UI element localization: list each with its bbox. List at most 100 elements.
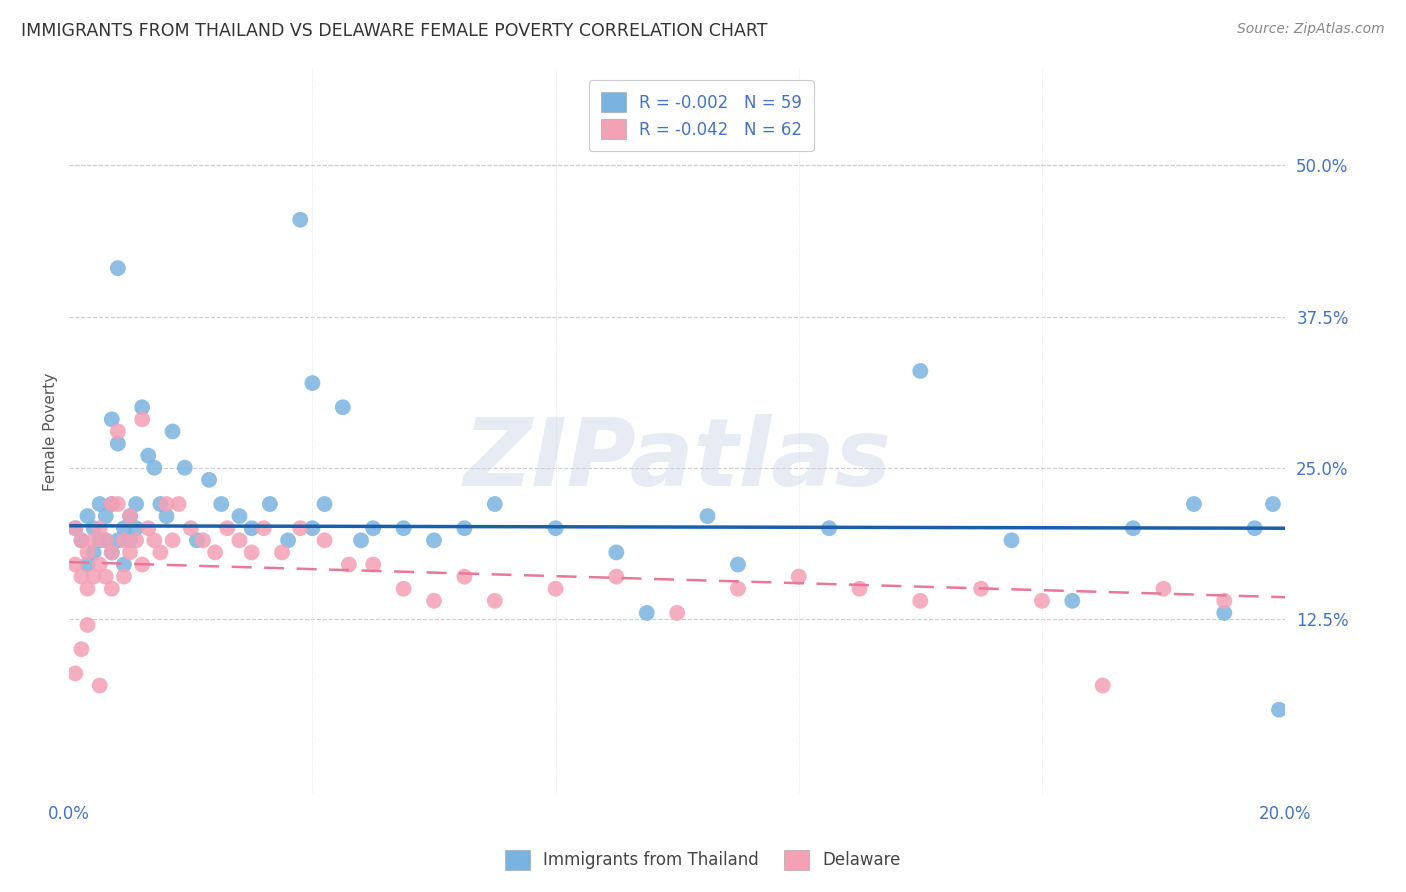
Point bbox=[70, 642, 93, 657]
Point bbox=[94, 569, 117, 583]
Point bbox=[101, 545, 124, 559]
Text: Source: ZipAtlas.com: Source: ZipAtlas.com bbox=[1237, 22, 1385, 37]
Point bbox=[423, 594, 446, 608]
Point bbox=[301, 376, 323, 390]
Point bbox=[1182, 497, 1205, 511]
Point bbox=[155, 509, 177, 524]
Point bbox=[118, 509, 141, 524]
Point bbox=[191, 533, 214, 548]
Point bbox=[125, 533, 148, 548]
Point bbox=[217, 521, 239, 535]
Point bbox=[544, 521, 567, 535]
Point bbox=[149, 545, 172, 559]
Point bbox=[112, 533, 135, 548]
Point bbox=[83, 533, 105, 548]
Point bbox=[70, 533, 93, 548]
Point bbox=[666, 606, 689, 620]
Point bbox=[259, 497, 281, 511]
Point bbox=[1243, 521, 1265, 535]
Point bbox=[118, 533, 141, 548]
Point bbox=[1062, 594, 1084, 608]
Point bbox=[332, 401, 354, 415]
Point bbox=[125, 497, 148, 511]
Point bbox=[337, 558, 360, 572]
Point bbox=[484, 594, 506, 608]
Point bbox=[107, 436, 129, 450]
Point bbox=[636, 606, 658, 620]
Point bbox=[136, 449, 159, 463]
Point bbox=[1091, 678, 1114, 692]
Point bbox=[605, 545, 627, 559]
Point bbox=[136, 521, 159, 535]
Point bbox=[143, 460, 166, 475]
Point bbox=[204, 545, 226, 559]
Point bbox=[1261, 497, 1284, 511]
Point bbox=[240, 521, 263, 535]
Point bbox=[1213, 606, 1236, 620]
Point bbox=[112, 521, 135, 535]
Point bbox=[83, 545, 105, 559]
Point bbox=[76, 618, 98, 632]
Point bbox=[94, 509, 117, 524]
Point bbox=[350, 533, 373, 548]
Point bbox=[94, 533, 117, 548]
Point bbox=[101, 497, 124, 511]
Point bbox=[101, 582, 124, 596]
Point bbox=[453, 569, 475, 583]
Point bbox=[180, 521, 202, 535]
Point bbox=[89, 497, 111, 511]
Point bbox=[240, 545, 263, 559]
Point bbox=[107, 497, 129, 511]
Point bbox=[290, 212, 312, 227]
Point bbox=[107, 425, 129, 439]
Point bbox=[125, 521, 148, 535]
Point bbox=[727, 558, 749, 572]
Point bbox=[167, 497, 190, 511]
Point bbox=[118, 509, 141, 524]
Point bbox=[544, 582, 567, 596]
Point bbox=[107, 261, 129, 276]
Point bbox=[290, 521, 312, 535]
Point bbox=[131, 401, 153, 415]
Point bbox=[198, 473, 221, 487]
Point bbox=[271, 545, 294, 559]
Point bbox=[605, 569, 627, 583]
Point bbox=[65, 521, 87, 535]
Point bbox=[101, 497, 124, 511]
Point bbox=[314, 497, 336, 511]
Text: IMMIGRANTS FROM THAILAND VS DELAWARE FEMALE POVERTY CORRELATION CHART: IMMIGRANTS FROM THAILAND VS DELAWARE FEM… bbox=[21, 22, 768, 40]
Point bbox=[1153, 582, 1175, 596]
Point bbox=[910, 364, 932, 378]
Point bbox=[484, 497, 506, 511]
Point bbox=[314, 533, 336, 548]
Point bbox=[423, 533, 446, 548]
Point bbox=[1122, 521, 1144, 535]
Point bbox=[65, 666, 87, 681]
Point bbox=[848, 582, 870, 596]
Point bbox=[107, 533, 129, 548]
Point bbox=[1213, 594, 1236, 608]
Point bbox=[209, 497, 232, 511]
Point bbox=[162, 533, 184, 548]
Point bbox=[70, 569, 93, 583]
Point bbox=[361, 521, 384, 535]
Point bbox=[143, 533, 166, 548]
Point bbox=[727, 582, 749, 596]
Point bbox=[277, 533, 299, 548]
Legend: Immigrants from Thailand, Delaware: Immigrants from Thailand, Delaware bbox=[499, 843, 907, 877]
Point bbox=[392, 582, 415, 596]
Point bbox=[83, 569, 105, 583]
Point bbox=[76, 558, 98, 572]
Point bbox=[1000, 533, 1022, 548]
Point bbox=[76, 509, 98, 524]
Point bbox=[696, 509, 718, 524]
Point bbox=[787, 569, 810, 583]
Point bbox=[94, 533, 117, 548]
Point bbox=[186, 533, 208, 548]
Point bbox=[1268, 703, 1291, 717]
Point bbox=[89, 558, 111, 572]
Point bbox=[173, 460, 195, 475]
Point bbox=[89, 678, 111, 692]
Point bbox=[131, 558, 153, 572]
Point bbox=[228, 533, 250, 548]
